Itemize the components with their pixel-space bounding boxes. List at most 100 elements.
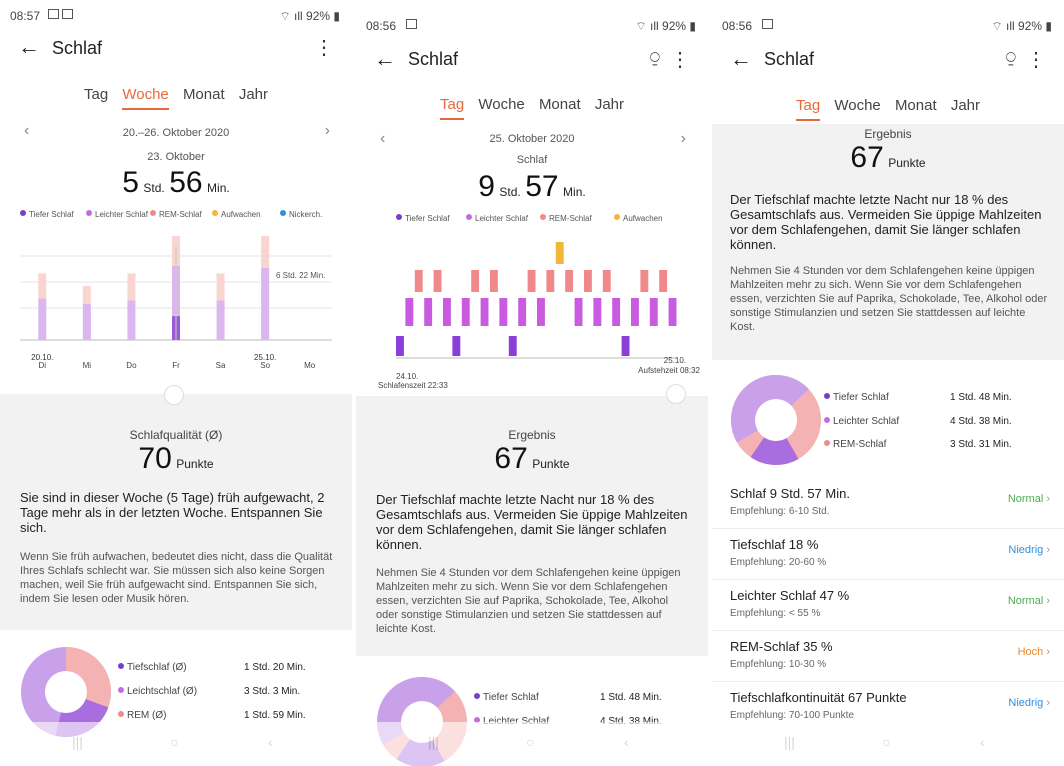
more-options-icon[interactable]: ⋮	[1026, 49, 1046, 71]
period-tabs: Tag Woche Monat Jahr	[712, 97, 1064, 121]
insight-paragraph: Nehmen Sie 4 Stunden vor dem Schlafengeh…	[730, 265, 1048, 333]
start-date: 24.10.	[396, 372, 419, 381]
prev-arrow-icon[interactable]: ‹	[24, 122, 30, 139]
recents-icon[interactable]: |||	[72, 734, 83, 750]
minutes-value: 57	[525, 170, 559, 203]
tick-label: So	[260, 361, 270, 370]
tab-woche[interactable]: Woche	[478, 96, 525, 113]
battery-percent: 92%	[306, 9, 331, 23]
back-nav-icon[interactable]: ‹	[624, 734, 629, 750]
recents-icon[interactable]: |||	[784, 734, 795, 750]
legend-deep: Tiefer Schlaf	[20, 210, 74, 219]
share-icon[interactable]: ⍜	[649, 48, 660, 67]
back-arrow-icon[interactable]: ←	[18, 34, 40, 59]
tab-woche[interactable]: Woche	[122, 86, 169, 110]
legend-awake: Aufwachen	[614, 214, 663, 223]
next-arrow-icon[interactable]: ›	[680, 130, 686, 147]
sleep-stage-chart	[396, 242, 678, 359]
avg-row-deep: Tiefschlaf (Ø)	[118, 662, 187, 673]
metric-row-light[interactable]: Leichter Schlaf 47 % Empfehlung: < 55 % …	[712, 580, 1064, 631]
battery-level: ⌔ ıll 92% ▮	[991, 19, 1052, 33]
back-arrow-icon[interactable]: ←	[730, 46, 752, 71]
avg-value-deep: 1 Std. 20 Min.	[244, 662, 306, 673]
home-icon[interactable]: ○	[882, 734, 891, 750]
tab-monat[interactable]: Monat	[182, 86, 225, 103]
day-row-light: Leichter Schlaf	[474, 716, 549, 727]
tab-woche[interactable]: Woche	[834, 97, 881, 114]
screen-week-view: 08:57 ⌔ ıll 92% ▮ ← Schlaf ⋮ Tag Woche M…	[0, 0, 352, 766]
share-icon[interactable]: ⍜	[1005, 48, 1016, 67]
battery-level: ⌔ ıll 92% ▮	[635, 19, 696, 33]
tab-jahr[interactable]: Jahr	[238, 86, 268, 103]
metric-status: Niedrig ›	[1008, 544, 1050, 556]
tab-tag[interactable]: Tag	[439, 96, 465, 120]
metric-row-sleep[interactable]: Schlaf 9 Std. 57 Min. Empfehlung: 6-10 S…	[712, 478, 1064, 529]
tab-tag[interactable]: Tag	[83, 86, 109, 103]
battery-percent: 92%	[662, 19, 687, 33]
quality-unit: Punkte	[176, 457, 214, 471]
quality-value: 70	[138, 442, 172, 475]
metric-row-continuity[interactable]: Tiefschlafkontinuität 67 Punkte Empfehlu…	[712, 682, 1064, 732]
system-nav-bar: ||| ○ ‹	[0, 722, 352, 766]
sleep-duration: 5 Std. 56 Min.	[0, 166, 352, 200]
weekly-sleep-chart: Di Mi Do Fr Sa So Mo 6 Std. 22 Min. 20.10. 25.10.	[20, 236, 332, 370]
hours-unit: Std.	[499, 185, 521, 199]
gallery-icon	[48, 9, 59, 19]
wifi-icon: ⌔ ıll	[635, 19, 663, 33]
tab-tag[interactable]: Tag	[795, 97, 821, 121]
avg-row-light: Leichtschlaf (Ø)	[118, 686, 197, 697]
result-unit: Punkte	[888, 156, 926, 170]
divider	[708, 0, 712, 766]
system-nav-bar: ||| ○ ‹	[356, 722, 708, 766]
back-nav-icon[interactable]: ‹	[980, 734, 985, 750]
result-label: Ergebnis	[508, 428, 556, 442]
hours-unit: Std.	[143, 181, 165, 195]
screen-day-details: 08:56 ⌔ ıll 92% ▮ ← Schlaf ⍜ ⋮ Tag Woche…	[712, 0, 1064, 766]
more-options-icon[interactable]: ⋮	[670, 49, 690, 71]
back-nav-icon[interactable]: ‹	[268, 734, 273, 750]
stage-segment-light	[480, 298, 489, 326]
home-icon[interactable]: ○	[170, 734, 179, 750]
legend-deep: Tiefer Schlaf	[396, 214, 450, 223]
stage-segment-rem	[471, 270, 480, 292]
stage-segment-deep	[396, 336, 404, 356]
stage-segment-rem	[565, 270, 574, 292]
status-time: 08:57	[10, 9, 41, 23]
day-value-deep: 1 Std. 48 Min.	[600, 692, 662, 703]
next-arrow-icon[interactable]: ›	[324, 122, 330, 139]
end-date-label: 25.10.	[254, 353, 276, 362]
chart-annotation: 6 Std. 22 Min.	[276, 271, 325, 280]
insight-heading: Der Tiefschlaf machte letzte Nacht nur 1…	[376, 492, 688, 552]
start-date-label: 20.10.	[31, 353, 53, 362]
stage-segment-deep	[621, 336, 630, 356]
handle-knob[interactable]	[164, 385, 184, 405]
bar-segment	[216, 273, 225, 301]
bar-segment	[82, 304, 91, 340]
metric-recommendation: Empfehlung: < 55 %	[730, 608, 821, 619]
date-range: 20.–26. Oktober 2020	[122, 127, 230, 139]
date-label: 25. Oktober 2020	[489, 133, 575, 145]
day-value-light: 4 Std. 38 Min.	[600, 716, 662, 727]
stage-segment-light	[537, 298, 545, 326]
tick-label: Di	[39, 361, 47, 370]
back-arrow-icon[interactable]: ←	[374, 46, 396, 71]
metric-title: Tiefschlafkontinuität 67 Punkte	[730, 690, 907, 705]
home-icon[interactable]: ○	[526, 734, 535, 750]
donut-rem	[21, 647, 111, 737]
stage-segment-rem	[584, 270, 592, 292]
metric-row-deep[interactable]: Tiefschlaf 18 % Empfehlung: 20-60 % Nied…	[712, 529, 1064, 580]
tab-jahr[interactable]: Jahr	[594, 96, 624, 113]
stage-segment-light	[631, 298, 639, 326]
recents-icon[interactable]: |||	[428, 734, 439, 750]
bar-segment	[261, 236, 270, 268]
metric-row-rem[interactable]: REM-Schlaf 35 % Empfehlung: 10-30 % Hoch…	[712, 631, 1064, 682]
tab-monat[interactable]: Monat	[538, 96, 581, 113]
handle-knob[interactable]	[666, 384, 686, 404]
donut-light	[731, 375, 821, 465]
prev-arrow-icon[interactable]: ‹	[380, 130, 386, 147]
tab-monat[interactable]: Monat	[894, 97, 937, 114]
stage-segment-rem	[414, 270, 423, 292]
tab-jahr[interactable]: Jahr	[950, 97, 980, 114]
page-title: Schlaf	[764, 49, 815, 69]
more-options-icon[interactable]: ⋮	[314, 37, 334, 59]
